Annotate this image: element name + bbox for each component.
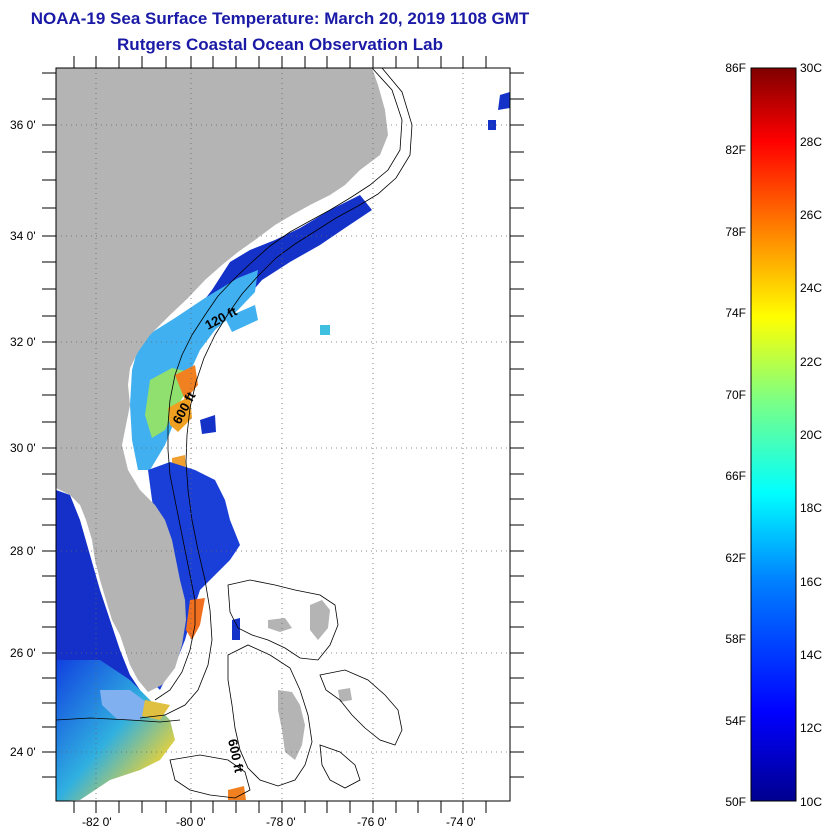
lat-label: 24 0' xyxy=(10,745,36,759)
contour-label-600ft-south: 600 ft xyxy=(225,738,247,775)
colorbar-c-label: 20C xyxy=(800,428,823,442)
colorbar-c-label: 14C xyxy=(800,648,823,662)
colorbar-c-label: 10C xyxy=(800,795,823,809)
colorbar-c-label: 22C xyxy=(800,355,823,369)
colorbar-f-label: 82F xyxy=(725,143,746,157)
colorbar-c-label: 26C xyxy=(800,208,823,222)
chart-title: NOAA-19 Sea Surface Temperature: March 2… xyxy=(30,9,530,28)
colorbar-f-label: 78F xyxy=(725,225,746,239)
lat-label: 36 0' xyxy=(10,118,36,132)
lat-label: 26 0' xyxy=(10,646,36,660)
colorbar-c-label: 30C xyxy=(800,61,823,75)
chart-subtitle: Rutgers Coastal Ocean Observation Lab xyxy=(117,35,443,54)
colorbar-c-label: 16C xyxy=(800,575,823,589)
colorbar-c-label: 18C xyxy=(800,501,823,515)
lon-label: -76 0' xyxy=(357,815,387,829)
lon-label: -82 0' xyxy=(82,815,112,829)
colorbar-f-label: 62F xyxy=(725,551,746,565)
colorbar-f-label: 70F xyxy=(725,388,746,402)
axis-ticks xyxy=(42,56,524,813)
lat-label: 32 0' xyxy=(10,335,36,349)
lat-label: 34 0' xyxy=(10,229,36,243)
colorbar-c-label: 28C xyxy=(800,135,823,149)
map-border xyxy=(55,67,511,802)
grid-lines xyxy=(56,68,510,801)
lat-label: 28 0' xyxy=(10,544,36,558)
colorbar xyxy=(750,67,797,802)
lon-label: -80 0' xyxy=(176,815,206,829)
colorbar-f-label: 86F xyxy=(725,61,746,75)
colorbar-f-label: 58F xyxy=(725,632,746,646)
lat-label: 30 0' xyxy=(10,441,36,455)
colorbar-f-label: 54F xyxy=(725,714,746,728)
colorbar-c-label: 24C xyxy=(800,281,823,295)
lon-label: -74 0' xyxy=(446,815,476,829)
lon-label: -78 0' xyxy=(266,815,296,829)
colorbar-c-label: 12C xyxy=(800,721,823,735)
colorbar-f-label: 66F xyxy=(725,469,746,483)
bathymetry-contours xyxy=(56,68,413,799)
colorbar-f-label: 50F xyxy=(725,795,746,809)
land-layer xyxy=(56,68,388,760)
colorbar-f-label: 74F xyxy=(725,306,746,320)
